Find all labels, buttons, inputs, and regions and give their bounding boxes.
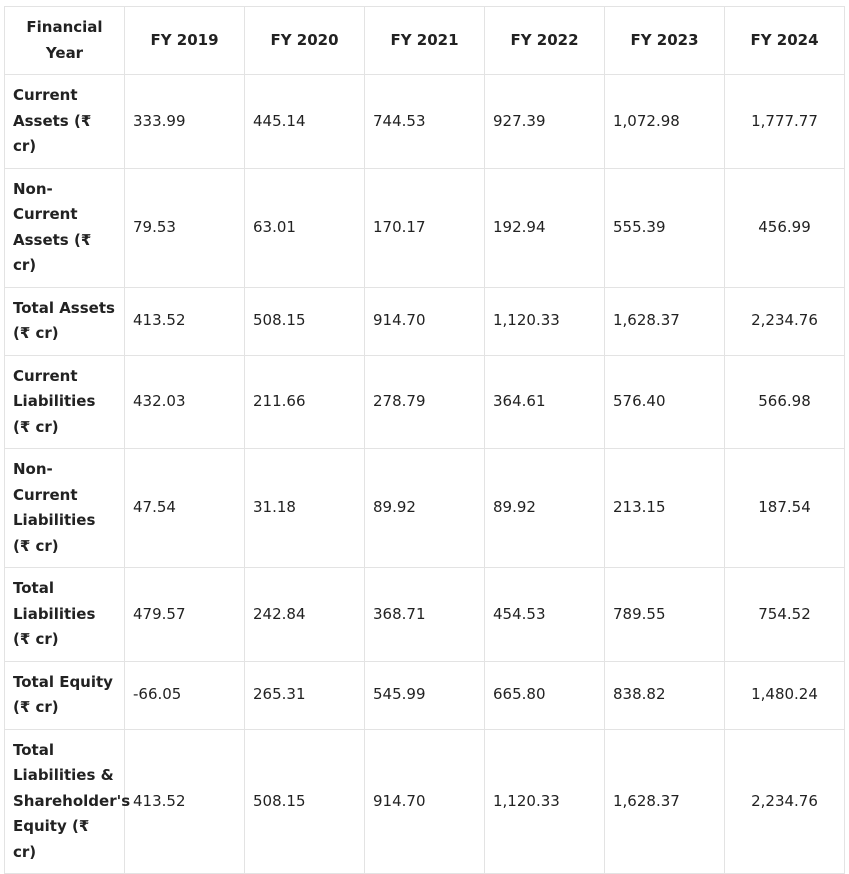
table-cell: 914.70: [364, 728, 485, 874]
table-cell: 265.31: [244, 660, 365, 730]
table-cell: 927.39: [484, 74, 605, 169]
table-cell: 333.99: [124, 74, 245, 169]
row-label-total-assets: Total Assets (₹ cr): [4, 286, 125, 356]
table-cell: 192.94: [484, 167, 605, 288]
header-fy-2023: FY 2023: [604, 6, 725, 75]
table-cell: 838.82: [604, 660, 725, 730]
table-cell: 508.15: [244, 728, 365, 874]
table-cell: 2,234.76: [724, 728, 845, 874]
table-cell: 1,628.37: [604, 286, 725, 356]
table-cell: 213.15: [604, 448, 725, 568]
table-cell: 1,628.37: [604, 728, 725, 874]
header-fy-2019: FY 2019: [124, 6, 245, 75]
table-row: Non-Current Assets (₹ cr) 79.53 63.01 17…: [4, 167, 845, 288]
header-row: Financial Year FY 2019 FY 2020 FY 2021 F…: [4, 6, 845, 75]
header-financial-year: Financial Year: [4, 6, 125, 75]
row-label-total-liabilities-and-equity: Total Liabilities & Shareholder's Equity…: [4, 728, 130, 874]
header-fy-2020: FY 2020: [244, 6, 365, 75]
table-cell: 789.55: [604, 567, 725, 662]
header-fy-2021: FY 2021: [364, 6, 485, 75]
table-cell: 1,120.33: [484, 728, 605, 874]
table-cell: 432.03: [124, 354, 245, 449]
table-cell: 1,072.98: [604, 74, 725, 169]
row-label-total-liabilities: Total Liabilities (₹ cr): [4, 567, 125, 662]
table-row: Total Liabilities (₹ cr) 479.57 242.84 3…: [4, 567, 845, 662]
row-label-current-assets: Current Assets (₹ cr): [4, 74, 125, 169]
table-cell: 364.61: [484, 354, 605, 449]
table-cell: 754.52: [724, 567, 845, 662]
header-fy-2022: FY 2022: [484, 6, 605, 75]
table-cell: 456.99: [724, 167, 845, 288]
table-cell: 454.53: [484, 567, 605, 662]
table-cell: 545.99: [364, 660, 485, 730]
row-label-current-liabilities: Current Liabilities (₹ cr): [4, 354, 125, 449]
row-label-non-current-liabilities: Non-Current Liabilities (₹ cr): [4, 448, 125, 568]
table-cell: 413.52: [124, 728, 245, 874]
table-row: Total Equity (₹ cr) -66.05 265.31 545.99…: [4, 660, 845, 730]
table-cell: 170.17: [364, 167, 485, 288]
table-cell: 566.98: [724, 354, 845, 449]
table-cell: 63.01: [244, 167, 365, 288]
table-cell: 187.54: [724, 448, 845, 568]
table-cell: 2,234.76: [724, 286, 845, 356]
balance-sheet-table: Financial Year FY 2019 FY 2020 FY 2021 F…: [4, 6, 845, 874]
table-row: Current Assets (₹ cr) 333.99 445.14 744.…: [4, 74, 845, 169]
table-cell: 555.39: [604, 167, 725, 288]
header-fy-2024: FY 2024: [724, 6, 845, 75]
table-cell: 89.92: [364, 448, 485, 568]
table-cell: 278.79: [364, 354, 485, 449]
table-cell: 445.14: [244, 74, 365, 169]
table-row: Total Liabilities & Shareholder's Equity…: [4, 728, 845, 874]
table-cell: -66.05: [124, 660, 245, 730]
table-cell: 89.92: [484, 448, 605, 568]
table-cell: 47.54: [124, 448, 245, 568]
row-label-non-current-assets: Non-Current Assets (₹ cr): [4, 167, 125, 288]
table-cell: 914.70: [364, 286, 485, 356]
table-cell: 576.40: [604, 354, 725, 449]
row-label-total-equity: Total Equity (₹ cr): [4, 660, 125, 730]
table-cell: 665.80: [484, 660, 605, 730]
table-row: Total Assets (₹ cr) 413.52 508.15 914.70…: [4, 286, 845, 356]
table-cell: 508.15: [244, 286, 365, 356]
table-cell: 368.71: [364, 567, 485, 662]
table-row: Non-Current Liabilities (₹ cr) 47.54 31.…: [4, 448, 845, 568]
table-cell: 1,480.24: [724, 660, 845, 730]
table-cell: 479.57: [124, 567, 245, 662]
table-cell: 1,120.33: [484, 286, 605, 356]
table-cell: 744.53: [364, 74, 485, 169]
table-cell: 79.53: [124, 167, 245, 288]
table-row: Current Liabilities (₹ cr) 432.03 211.66…: [4, 354, 845, 449]
table-cell: 211.66: [244, 354, 365, 449]
table-cell: 31.18: [244, 448, 365, 568]
table-cell: 1,777.77: [724, 74, 845, 169]
table-cell: 413.52: [124, 286, 245, 356]
table-cell: 242.84: [244, 567, 365, 662]
